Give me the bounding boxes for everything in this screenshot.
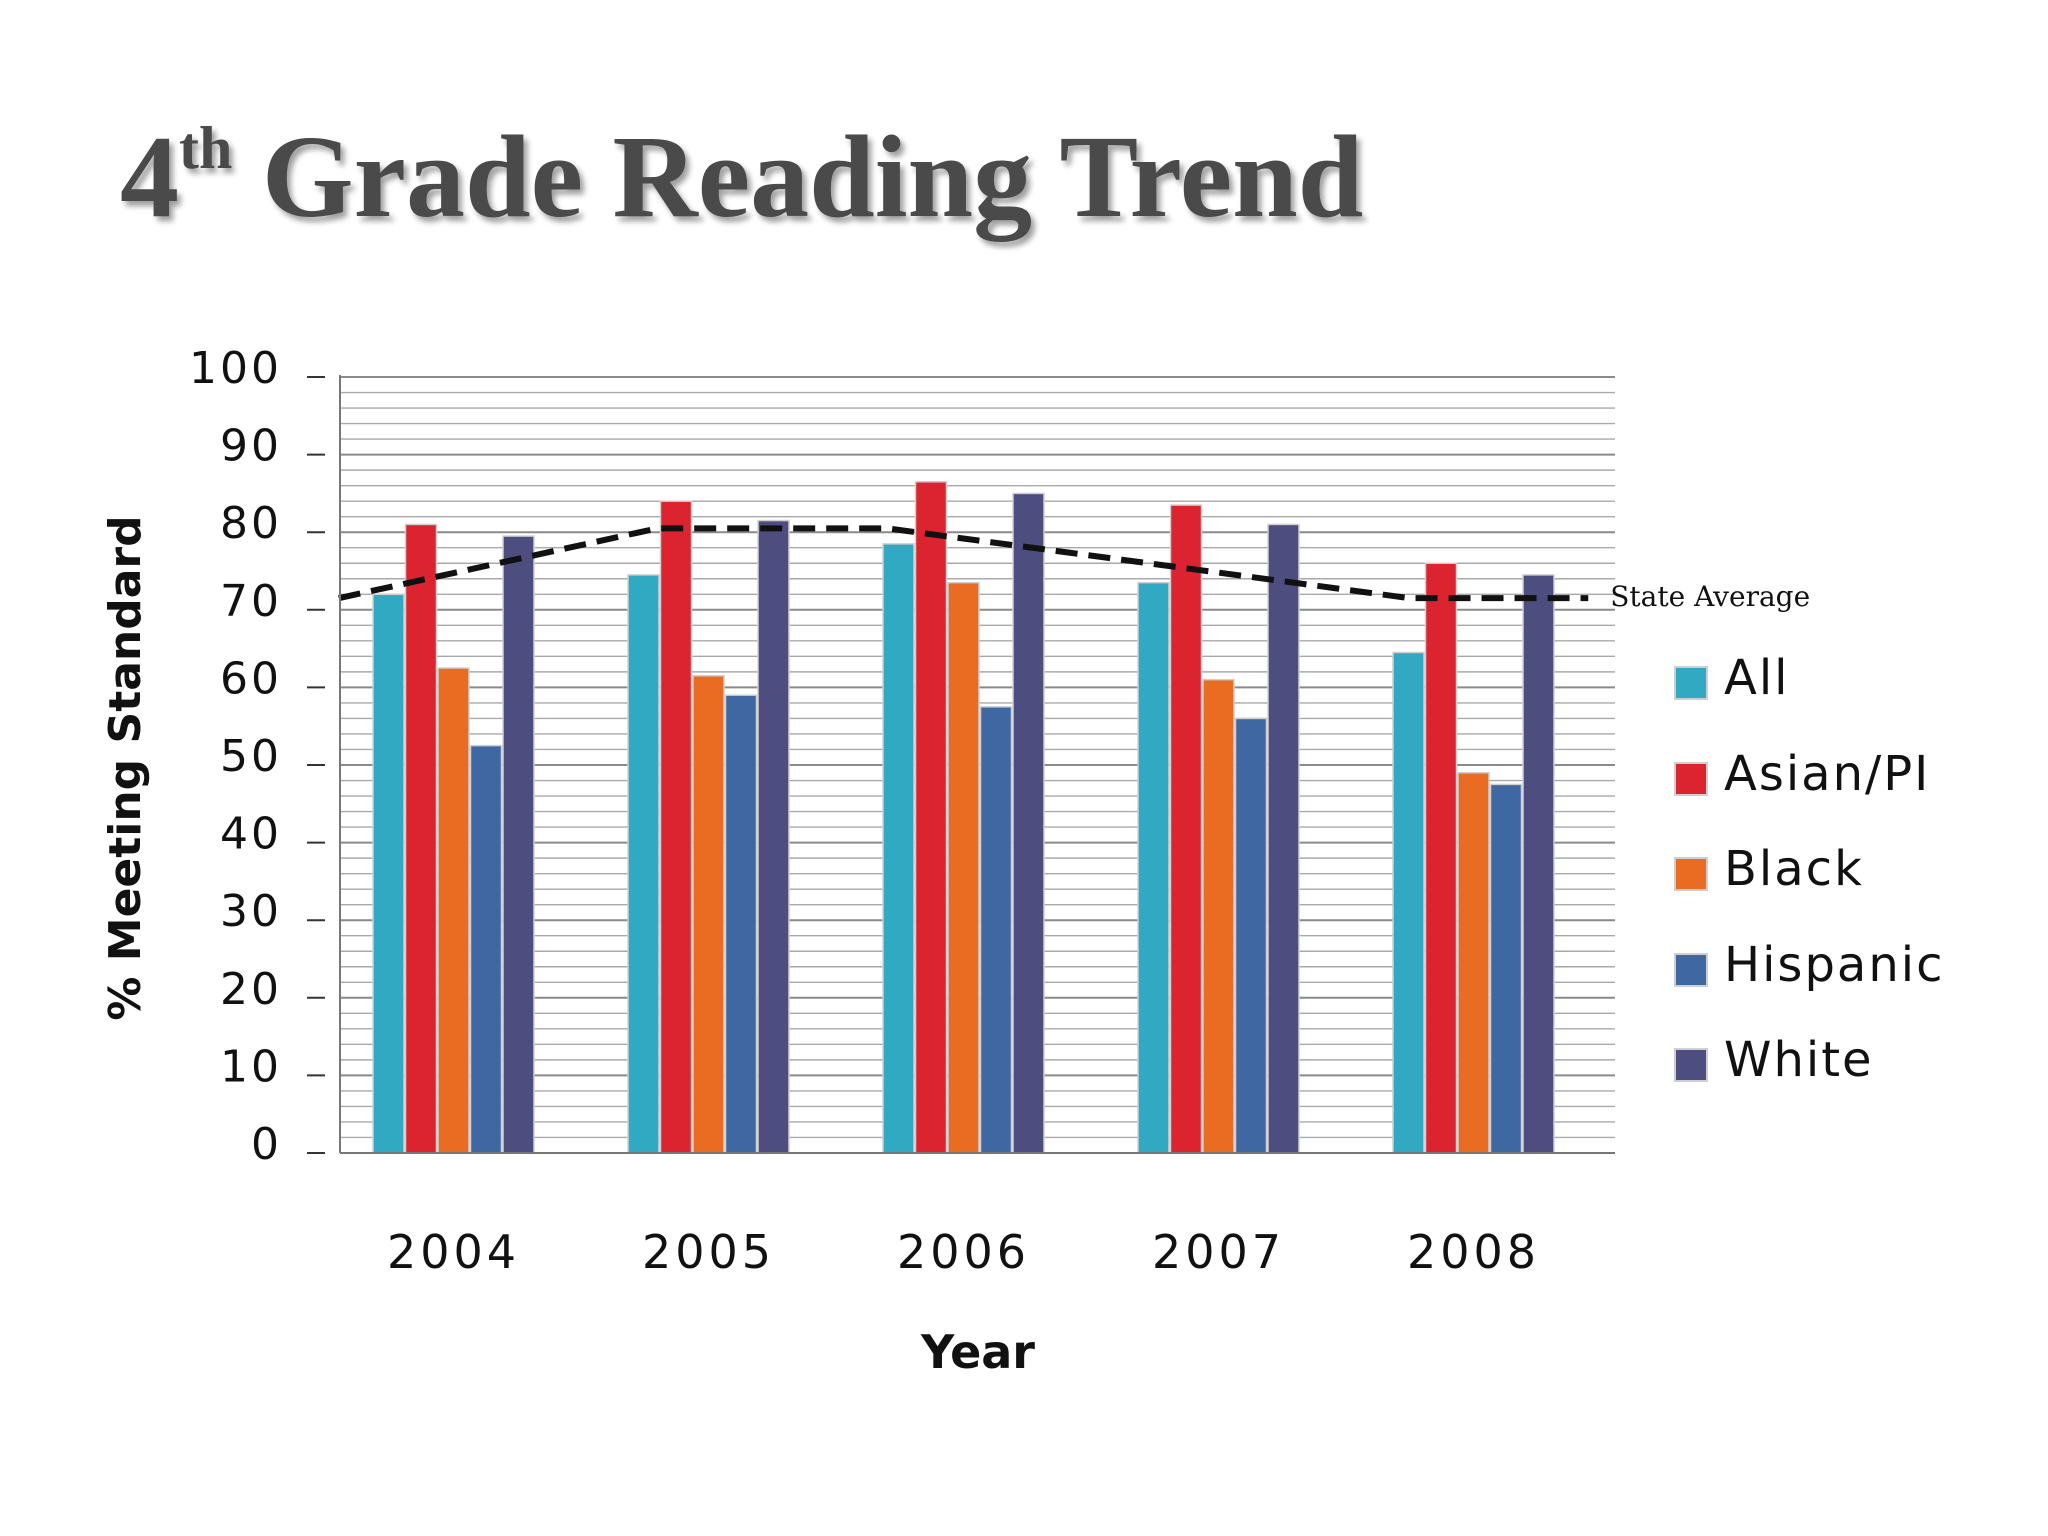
bar	[947, 581, 980, 1154]
chart-axes	[339, 375, 1615, 1154]
chart-bars	[372, 481, 1555, 1154]
bar	[1522, 574, 1555, 1154]
y-tick-label: 80	[220, 498, 282, 549]
bar	[372, 593, 405, 1154]
bar	[692, 675, 725, 1154]
bar	[979, 706, 1013, 1154]
state-average-line-group: State Average	[338, 525, 1810, 613]
y-tick-label: 60	[220, 653, 282, 704]
bar	[469, 744, 503, 1154]
bar	[659, 500, 693, 1154]
x-tick-labels: 2004 2005 2006 2007 2008	[387, 1225, 1540, 1279]
x-tick-label: 2007	[1152, 1225, 1285, 1279]
y-tick-label: 90	[220, 421, 282, 472]
legend-swatch	[1674, 666, 1708, 700]
bar	[882, 543, 915, 1154]
legend-swatch	[1674, 857, 1708, 891]
bar	[914, 481, 948, 1154]
bar	[1424, 562, 1458, 1154]
y-tick-label: 100	[189, 343, 282, 394]
x-tick-label: 2008	[1407, 1225, 1540, 1279]
y-axis-title: % Meeting Standard	[100, 515, 151, 1020]
y-tick-label: 30	[220, 886, 282, 937]
legend-swatch	[1674, 1048, 1708, 1082]
bar	[437, 667, 470, 1154]
x-tick-label: 2005	[642, 1225, 775, 1279]
bar	[1267, 523, 1300, 1154]
chart-legend: All Asian/PI Black Hispanic White	[1674, 650, 1944, 1088]
bar	[404, 523, 438, 1154]
legend-label: White	[1724, 1032, 1874, 1088]
legend-label: Hispanic	[1724, 937, 1944, 993]
bar	[1137, 581, 1170, 1154]
bar	[1012, 492, 1045, 1154]
y-tick-labels: 0 10 20 30 40 50 60 70 80 90 100	[189, 343, 325, 1170]
bar	[1202, 678, 1235, 1154]
bar	[1169, 504, 1203, 1154]
y-tick-label: 40	[220, 809, 282, 860]
bar	[1457, 772, 1490, 1154]
title-superscript: th	[179, 115, 233, 181]
y-tick-label: 20	[220, 964, 282, 1015]
legend-label: Black	[1724, 841, 1864, 897]
state-average-line	[338, 525, 1589, 602]
y-tick-label: 0	[251, 1119, 282, 1170]
title-text: Grade Reading Trend	[232, 111, 1364, 242]
bar	[757, 519, 790, 1154]
y-tick-label: 10	[220, 1041, 282, 1092]
x-tick-label: 2004	[387, 1225, 520, 1279]
x-tick-label: 2006	[897, 1225, 1030, 1279]
legend-label: Asian/PI	[1724, 746, 1930, 802]
bar	[627, 574, 660, 1154]
x-axis-title: Year	[920, 1325, 1035, 1379]
legend-label: All	[1724, 650, 1790, 706]
y-tick-label: 50	[220, 731, 282, 782]
legend-swatch	[1674, 762, 1708, 796]
bar	[502, 535, 535, 1154]
y-tick-label: 70	[220, 576, 282, 627]
bar	[1392, 651, 1425, 1154]
title-number: 4	[120, 111, 179, 242]
bar	[724, 694, 758, 1154]
bar	[1234, 717, 1268, 1154]
bar	[1489, 783, 1523, 1154]
state-average-label: State Average	[1610, 580, 1810, 613]
page-title: 4th Grade Reading Trend	[120, 118, 1363, 236]
legend-swatch	[1674, 953, 1708, 987]
